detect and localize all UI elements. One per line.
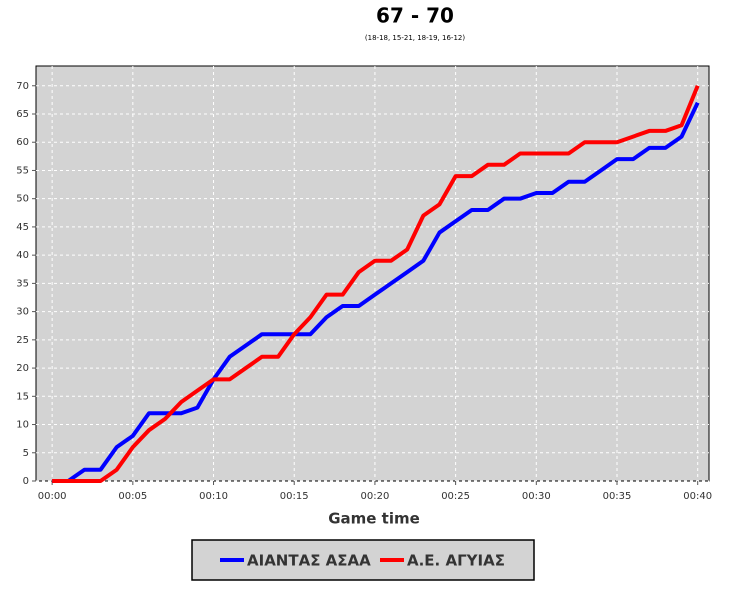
series-line bbox=[52, 85, 700, 483]
y-tick-label: 65 bbox=[16, 109, 29, 120]
legend bbox=[191, 539, 535, 581]
x-tick-label: 00:00 bbox=[38, 491, 67, 502]
x-axis-label: Game time bbox=[328, 510, 420, 528]
y-tick-label: 15 bbox=[16, 391, 29, 402]
x-tick-label: 00:30 bbox=[522, 491, 551, 502]
x-tick-label: 00:10 bbox=[199, 491, 228, 502]
x-tick-label: 00:20 bbox=[361, 491, 390, 502]
y-tick-label: 50 bbox=[16, 194, 29, 205]
plot-area bbox=[35, 65, 710, 482]
legend-label: ΑΙΑΝΤΑΣ ΑΣΑΑ bbox=[247, 552, 371, 570]
legend-label: Α.Ε. ΑΓΥΙΑΣ bbox=[407, 552, 505, 570]
y-tick-label: 0 bbox=[23, 476, 29, 487]
x-tick-label: 00:15 bbox=[280, 491, 309, 502]
chart-subtitle: (18-18, 15-21, 18-19, 16-12) bbox=[365, 34, 465, 42]
y-tick-label: 55 bbox=[16, 165, 29, 176]
x-tick-label: 00:40 bbox=[683, 491, 712, 502]
y-tick-label: 40 bbox=[16, 250, 29, 261]
x-tick-label: 00:25 bbox=[441, 491, 470, 502]
chart-title: 67 - 70 bbox=[376, 4, 454, 28]
y-tick-label: 10 bbox=[16, 420, 29, 431]
y-tick-label: 60 bbox=[16, 137, 29, 148]
y-tick-label: 35 bbox=[16, 278, 29, 289]
series-line bbox=[52, 101, 700, 483]
y-tick-label: 5 bbox=[23, 448, 29, 459]
y-tick-label: 25 bbox=[16, 335, 29, 346]
y-tick-label: 45 bbox=[16, 222, 29, 233]
x-tick-label: 00:05 bbox=[118, 491, 147, 502]
y-tick-label: 70 bbox=[16, 81, 29, 92]
y-tick-label: 20 bbox=[16, 363, 29, 374]
x-tick-label: 00:35 bbox=[603, 491, 632, 502]
y-tick-label: 30 bbox=[16, 307, 29, 318]
